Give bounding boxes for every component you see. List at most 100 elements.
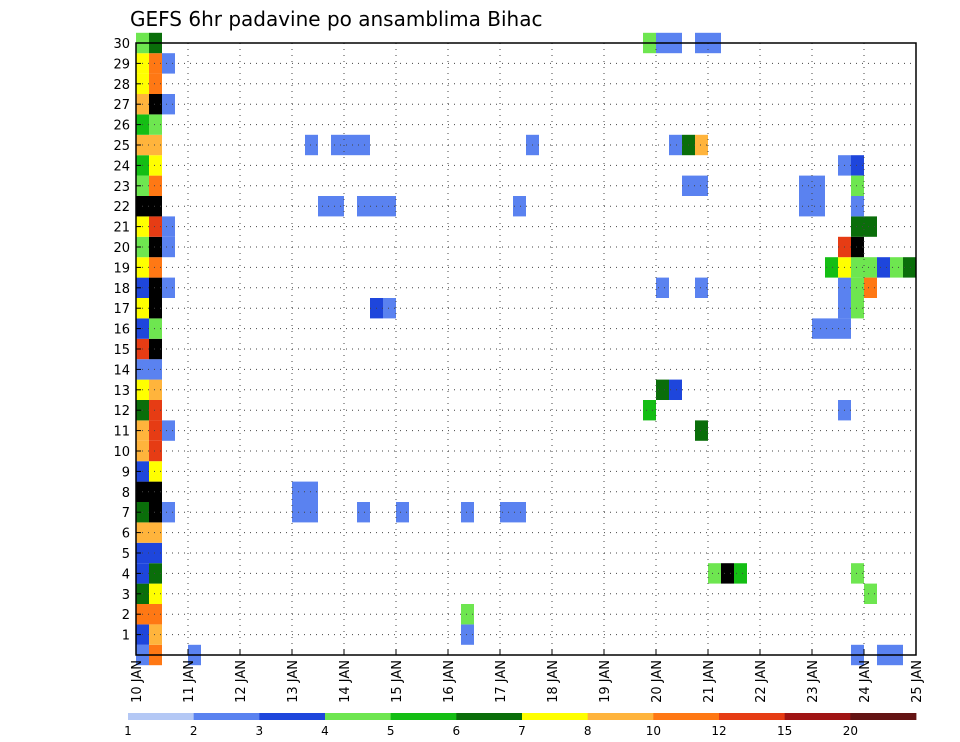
y-tick-label: 12 [113, 404, 130, 419]
heatmap-cell [149, 338, 162, 360]
x-tick-label: 17 JAN [494, 660, 509, 703]
heatmap-cell [149, 53, 162, 74]
heatmap-cell [812, 175, 825, 196]
heatmap-cell [461, 624, 474, 645]
heatmap-cell [305, 502, 318, 523]
heatmap-cell [799, 196, 812, 217]
y-tick-label: 29 [113, 57, 130, 72]
colorbar-swatch [325, 713, 392, 720]
heatmap-cell [162, 216, 175, 237]
heatmap-cell [812, 318, 825, 339]
y-tick-label: 30 [113, 37, 130, 52]
heatmap-cell [149, 359, 162, 380]
y-tick-label: 19 [113, 261, 130, 276]
heatmap-cell [695, 277, 708, 298]
y-tick-label: 18 [113, 282, 130, 297]
y-tick-label: 6 [122, 527, 130, 542]
heatmap-cell [851, 563, 864, 584]
heatmap-cell [851, 257, 864, 278]
heatmap-cell [149, 461, 162, 482]
heatmap-cell [149, 134, 162, 156]
heatmap-cell [799, 175, 812, 196]
colorbar-label: 8 [584, 724, 592, 738]
colorbar-label: 2 [190, 724, 198, 738]
heatmap-cell [851, 175, 864, 196]
colorbar-label: 6 [453, 724, 461, 738]
y-tick-label: 15 [113, 343, 130, 358]
heatmap-cell [331, 134, 344, 156]
heatmap-cell [149, 624, 162, 645]
heatmap-cell [695, 175, 708, 196]
heatmap-cell [149, 604, 162, 625]
heatmap-cell [149, 277, 162, 298]
y-tick-label: 25 [113, 139, 130, 154]
heatmap-cell [344, 134, 357, 156]
heatmap-cell [825, 257, 838, 278]
heatmap-cell [864, 257, 877, 278]
y-tick-label: 27 [113, 98, 130, 113]
heatmap-cell [357, 134, 370, 156]
heatmap-cell [864, 216, 877, 237]
heatmap-cell [149, 236, 162, 258]
colorbar-swatch [522, 713, 589, 720]
colorbar-swatch [128, 713, 195, 720]
heatmap-cell [734, 563, 747, 584]
heatmap-cell [721, 563, 734, 584]
y-tick-label: 1 [122, 629, 130, 644]
y-tick-label: 13 [113, 384, 130, 399]
x-tick-label: 11 JAN [182, 660, 197, 703]
y-tick-label: 7 [122, 506, 130, 521]
heatmap-cell [149, 542, 162, 564]
heatmap-cell [149, 583, 162, 604]
heatmap-cell [656, 379, 669, 400]
heatmap-cell [149, 522, 162, 543]
heatmap-cell [864, 277, 877, 298]
colorbar-label: 15 [777, 724, 792, 738]
y-tick-label: 16 [113, 323, 130, 338]
heatmap-cell [149, 563, 162, 584]
colorbar-label: 5 [387, 724, 395, 738]
heatmap-cell [149, 440, 162, 462]
heatmap-cell [669, 379, 682, 400]
colorbar-swatch [456, 713, 523, 720]
y-tick-label: 21 [113, 221, 130, 236]
y-tick-label: 22 [113, 200, 130, 215]
colorbar-label: 20 [843, 724, 858, 738]
x-tick-label: 20 JAN [650, 660, 665, 703]
heatmap-cell [162, 53, 175, 74]
x-tick-label: 19 JAN [598, 660, 613, 703]
heatmap-cell [656, 277, 669, 298]
x-tick-label: 10 JAN [130, 660, 145, 703]
y-tick-label: 14 [113, 363, 130, 378]
colorbar-label: 3 [256, 724, 264, 738]
y-tick-label: 20 [113, 241, 130, 256]
heatmap-cell [149, 298, 162, 319]
y-tick-label: 28 [113, 78, 130, 93]
colorbar-label: 1 [124, 724, 132, 738]
y-tick-label: 24 [113, 159, 130, 174]
x-tick-label: 24 JAN [858, 660, 873, 703]
x-axis-ticks: 10 JAN 11 JAN 12 JAN 13 JAN 14 JAN 15 JAN 16 J… [130, 649, 925, 703]
heatmap-cell [149, 502, 162, 523]
colorbar-swatch [784, 713, 851, 720]
heatmap-cell [149, 481, 162, 502]
heatmap-cell [383, 298, 396, 319]
y-tick-label: 11 [113, 425, 130, 440]
y-tick-label: 4 [122, 567, 130, 582]
heatmap-cell [149, 400, 162, 421]
chart-title: GEFS 6hr padavine po ansamblima Bihac [130, 7, 542, 31]
heatmap-cell [851, 298, 864, 319]
x-tick-label: 12 JAN [234, 660, 249, 703]
heatmap-cell [851, 277, 864, 298]
y-tick-label: 5 [122, 547, 130, 562]
heatmap-cell [318, 196, 331, 217]
heatmap-cell [149, 73, 162, 94]
colorbar-label: 4 [321, 724, 329, 738]
heatmap-cell [643, 400, 656, 421]
heatmap-cell [669, 134, 682, 156]
y-tick-label: 9 [122, 465, 130, 480]
x-tick-label: 22 JAN [754, 660, 769, 703]
heatmap-cell [149, 196, 162, 217]
heatmap-cell [461, 604, 474, 625]
heatmap-cell [812, 196, 825, 217]
